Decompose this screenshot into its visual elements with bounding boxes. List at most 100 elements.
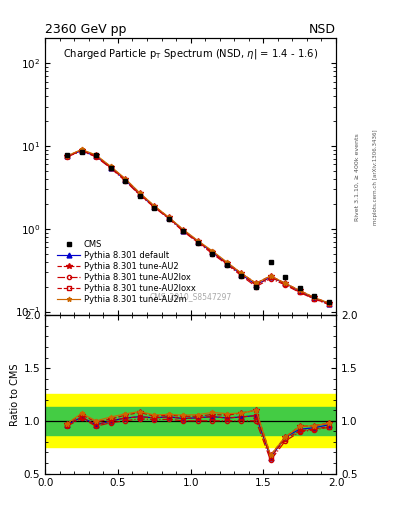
Line: Pythia 8.301 default: Pythia 8.301 default: [64, 148, 331, 306]
Pythia 8.301 tune-AU2m: [138, 190, 142, 196]
Pythia 8.301 tune-AU2loxx: [181, 227, 186, 233]
Pythia 8.301 tune-AU2m: [326, 300, 331, 306]
CMS: [283, 274, 287, 280]
Pythia 8.301 tune-AU2: [79, 147, 84, 153]
Pythia 8.301 tune-AU2lox: [181, 228, 186, 234]
Pythia 8.301 tune-AU2loxx: [123, 177, 128, 183]
Pythia 8.301 tune-AU2lox: [210, 251, 215, 257]
CMS: [196, 240, 200, 246]
Pythia 8.301 tune-AU2m: [239, 270, 244, 276]
CMS: [268, 259, 273, 265]
Pythia 8.301 tune-AU2loxx: [326, 301, 331, 307]
Pythia 8.301 default: [167, 215, 171, 221]
Pythia 8.301 tune-AU2loxx: [312, 295, 317, 302]
Pythia 8.301 tune-AU2: [196, 238, 200, 244]
Pythia 8.301 tune-AU2lox: [138, 192, 142, 198]
Pythia 8.301 tune-AU2: [152, 203, 156, 209]
Pythia 8.301 tune-AU2: [298, 287, 302, 293]
Pythia 8.301 tune-AU2: [326, 300, 331, 306]
Pythia 8.301 tune-AU2lox: [64, 154, 70, 160]
Pythia 8.301 tune-AU2: [94, 153, 98, 159]
Pythia 8.301 default: [298, 288, 302, 294]
Pythia 8.301 default: [79, 147, 84, 154]
CMS: [181, 228, 186, 234]
CMS: [254, 284, 259, 290]
Pythia 8.301 tune-AU2loxx: [254, 282, 259, 288]
Pythia 8.301 tune-AU2loxx: [196, 239, 200, 245]
Pythia 8.301 tune-AU2loxx: [210, 249, 215, 255]
Pythia 8.301 tune-AU2: [283, 280, 287, 286]
Pythia 8.301 tune-AU2: [138, 190, 142, 196]
Pythia 8.301 default: [283, 280, 287, 286]
Pythia 8.301 tune-AU2m: [94, 152, 98, 158]
Pythia 8.301 tune-AU2lox: [167, 216, 171, 222]
Pythia 8.301 default: [225, 261, 230, 267]
Pythia 8.301 tune-AU2lox: [94, 154, 98, 160]
CMS: [225, 262, 230, 268]
Pythia 8.301 tune-AU2loxx: [225, 261, 230, 267]
CMS: [312, 293, 317, 299]
Pythia 8.301 tune-AU2m: [167, 214, 171, 220]
Line: Pythia 8.301 tune-AU2loxx: Pythia 8.301 tune-AU2loxx: [65, 149, 331, 306]
Pythia 8.301 tune-AU2m: [123, 176, 128, 182]
CMS: [64, 152, 70, 158]
Legend: CMS, Pythia 8.301 default, Pythia 8.301 tune-AU2, Pythia 8.301 tune-AU2lox, Pyth: CMS, Pythia 8.301 default, Pythia 8.301 …: [55, 238, 197, 306]
CMS: [108, 164, 113, 170]
Pythia 8.301 default: [138, 191, 142, 198]
Pythia 8.301 tune-AU2loxx: [64, 153, 70, 159]
Pythia 8.301 tune-AU2loxx: [283, 281, 287, 287]
Line: CMS: CMS: [64, 150, 331, 305]
Pythia 8.301 tune-AU2: [239, 270, 244, 276]
Pythia 8.301 tune-AU2: [167, 215, 171, 221]
Text: CMS_2010_S8547297: CMS_2010_S8547297: [149, 292, 232, 302]
Pythia 8.301 tune-AU2lox: [79, 148, 84, 154]
Pythia 8.301 tune-AU2lox: [196, 240, 200, 246]
Pythia 8.301 tune-AU2m: [298, 287, 302, 293]
Text: NSD: NSD: [309, 23, 336, 36]
Pythia 8.301 tune-AU2m: [108, 163, 113, 169]
Pythia 8.301 tune-AU2lox: [225, 262, 230, 268]
CMS: [152, 205, 156, 211]
Pythia 8.301 tune-AU2m: [196, 238, 200, 244]
Pythia 8.301 tune-AU2lox: [268, 275, 273, 282]
Pythia 8.301 tune-AU2m: [312, 294, 317, 301]
CMS: [167, 216, 171, 222]
Pythia 8.301 tune-AU2loxx: [108, 164, 113, 170]
Pythia 8.301 tune-AU2loxx: [152, 204, 156, 210]
Pythia 8.301 tune-AU2m: [64, 153, 70, 159]
Pythia 8.301 default: [210, 249, 215, 255]
Line: Pythia 8.301 tune-AU2: Pythia 8.301 tune-AU2: [64, 147, 332, 306]
Pythia 8.301 tune-AU2: [210, 248, 215, 254]
Text: mcplots.cern.ch [arXiv:1306.3436]: mcplots.cern.ch [arXiv:1306.3436]: [373, 129, 378, 225]
CMS: [79, 149, 84, 155]
Pythia 8.301 default: [64, 153, 70, 159]
Pythia 8.301 tune-AU2: [181, 227, 186, 233]
Pythia 8.301 default: [326, 301, 331, 307]
Pythia 8.301 tune-AU2m: [254, 280, 259, 286]
Pythia 8.301 default: [181, 227, 186, 233]
Pythia 8.301 tune-AU2m: [152, 203, 156, 209]
Pythia 8.301 tune-AU2: [225, 260, 230, 266]
CMS: [326, 299, 331, 305]
Pythia 8.301 tune-AU2lox: [283, 282, 287, 288]
Pythia 8.301 tune-AU2loxx: [138, 191, 142, 198]
Text: 2360 GeV pp: 2360 GeV pp: [45, 23, 127, 36]
Y-axis label: Ratio to CMS: Ratio to CMS: [9, 363, 20, 425]
Pythia 8.301 default: [152, 204, 156, 210]
Pythia 8.301 tune-AU2m: [181, 226, 186, 232]
Pythia 8.301 tune-AU2lox: [298, 289, 302, 295]
Pythia 8.301 default: [94, 153, 98, 159]
Pythia 8.301 tune-AU2loxx: [239, 271, 244, 278]
Line: Pythia 8.301 tune-AU2lox: Pythia 8.301 tune-AU2lox: [65, 149, 331, 307]
Pythia 8.301 tune-AU2loxx: [94, 153, 98, 159]
Pythia 8.301 tune-AU2: [268, 273, 273, 279]
Pythia 8.301 tune-AU2m: [268, 273, 273, 279]
Pythia 8.301 tune-AU2: [312, 294, 317, 301]
Pythia 8.301 tune-AU2lox: [123, 178, 128, 184]
Pythia 8.301 tune-AU2lox: [239, 273, 244, 279]
Pythia 8.301 default: [196, 239, 200, 245]
CMS: [138, 193, 142, 199]
Pythia 8.301 default: [123, 177, 128, 183]
Pythia 8.301 default: [312, 295, 317, 301]
Pythia 8.301 tune-AU2: [123, 176, 128, 182]
